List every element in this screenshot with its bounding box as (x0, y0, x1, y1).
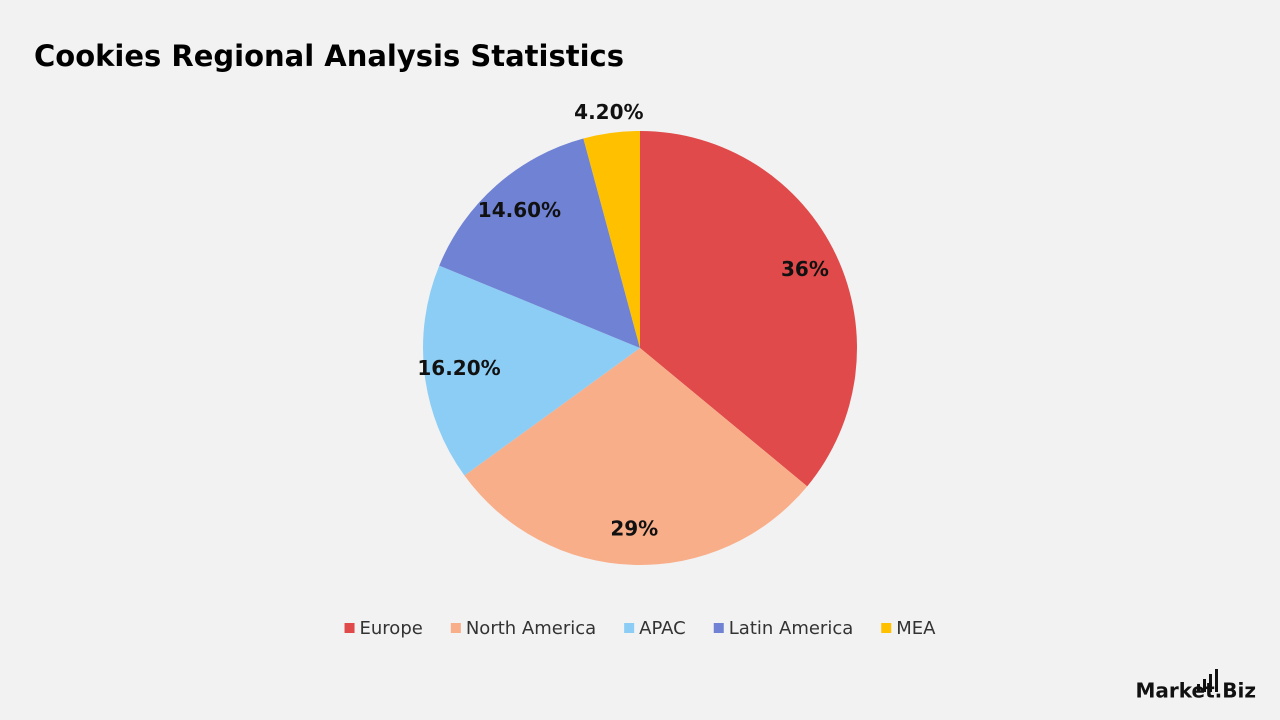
legend-label: Europe (360, 618, 423, 639)
value-label: 36% (781, 257, 829, 281)
pie-slice (640, 131, 857, 487)
legend-label: MEA (896, 618, 936, 639)
value-label: 4.20% (574, 100, 643, 124)
pie-slice (439, 138, 640, 348)
value-label: 16.20% (417, 356, 500, 380)
legend-swatch (881, 623, 892, 633)
chart-title: Cookies Regional Analysis Statistics (34, 39, 624, 73)
logo-icon (1197, 669, 1218, 692)
pie-slice (464, 348, 808, 565)
value-label: 14.60% (478, 198, 561, 222)
legend-label: North America (466, 618, 596, 639)
legend-swatch (344, 623, 355, 633)
legend-label: APAC (639, 618, 686, 639)
legend-swatch (624, 623, 635, 633)
logo: Market.Biz (1136, 679, 1257, 703)
pie-slice (423, 265, 640, 476)
legend-swatch (450, 623, 461, 633)
legend: Europe North America APAC Latin America MEA (344, 618, 936, 639)
pie-slice (583, 131, 640, 348)
legend-swatch (713, 623, 724, 633)
value-label: 29% (610, 517, 658, 541)
legend-label: Latin America (729, 618, 854, 639)
